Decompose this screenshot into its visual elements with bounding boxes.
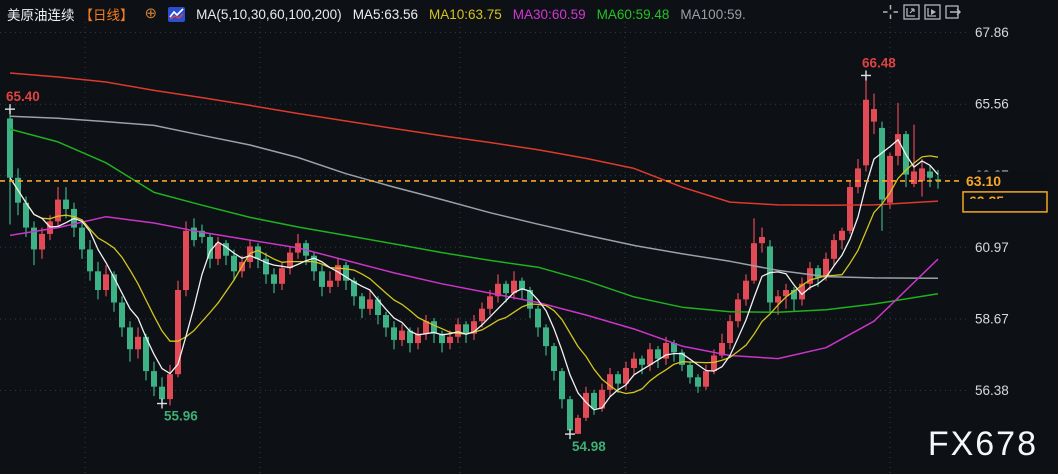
svg-text:66.48: 66.48 (862, 55, 896, 70)
instrument-name: 美原油连续 (7, 8, 75, 23)
watermark: FX678 (927, 425, 1038, 463)
svg-text:55.96: 55.96 (164, 409, 198, 424)
ma60-value: MA60:59.48 (596, 6, 670, 22)
svg-text:62.85: 62.85 (969, 193, 1004, 209)
ma10-value: MA10:63.75 (428, 6, 502, 22)
ma-settings-label[interactable]: MA(5,10,30,60,100,200) (196, 6, 342, 22)
add-instrument-icon[interactable]: ⊕ (144, 5, 158, 22)
ma30-value: MA30:60.59 (512, 6, 586, 22)
chart-toolbar (882, 4, 962, 20)
svg-text:65.40: 65.40 (6, 89, 40, 104)
ma5-value: MA5:63.56 (352, 6, 418, 22)
svg-text:65.56: 65.56 (975, 97, 1009, 112)
chart-logo-icon[interactable] (168, 6, 186, 22)
pan-right-icon[interactable] (945, 4, 962, 20)
zoom-fit-icon[interactable] (924, 4, 941, 20)
zoom-axis-icon[interactable] (903, 4, 920, 20)
svg-text:60.97: 60.97 (975, 240, 1009, 255)
svg-text:54.98: 54.98 (572, 439, 606, 454)
svg-text:56.38: 56.38 (975, 383, 1009, 398)
crosshair-icon[interactable] (882, 4, 899, 20)
svg-text:67.86: 67.86 (975, 25, 1009, 40)
ma100-value: MA100:59. (680, 6, 746, 22)
period-label[interactable]: 【日线】 (79, 8, 134, 23)
svg-text:58.67: 58.67 (975, 312, 1009, 327)
svg-text:63.10: 63.10 (966, 173, 1001, 189)
chart-header: 美原油连续 【日线】 ⊕ MA(5,10,30,60,100,200) MA5:… (7, 4, 746, 24)
